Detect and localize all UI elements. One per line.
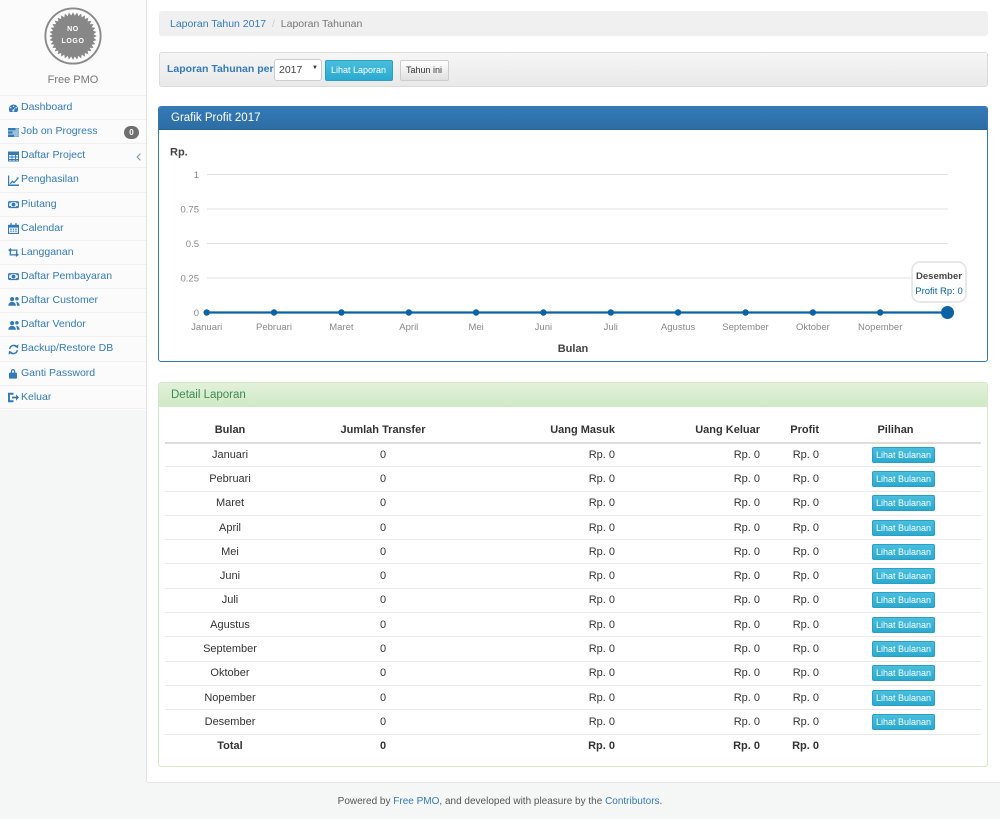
svg-text:0.25: 0.25 (181, 273, 200, 284)
svg-text:Agustus: Agustus (661, 322, 696, 333)
svg-text:Januari: Januari (191, 322, 222, 333)
svg-text:NO: NO (67, 26, 79, 33)
svg-text:September: September (722, 322, 768, 333)
svg-text:Juni: Juni (535, 322, 552, 333)
svg-text:Maret: Maret (329, 322, 354, 333)
svg-text:Rp.: Rp. (170, 147, 188, 159)
svg-text:Nopember: Nopember (858, 322, 902, 333)
svg-text:Profit Rp: 0: Profit Rp: 0 (915, 286, 963, 297)
svg-text:Bulan: Bulan (558, 343, 589, 355)
svg-text:LOGO: LOGO (61, 38, 84, 45)
svg-text:April: April (399, 322, 418, 333)
svg-text:Pebruari: Pebruari (256, 322, 292, 333)
svg-text:0: 0 (194, 308, 199, 319)
svg-text:Juli: Juli (604, 322, 618, 333)
svg-text:Oktober: Oktober (796, 322, 830, 333)
svg-text:0.75: 0.75 (181, 204, 200, 215)
svg-text:0.5: 0.5 (186, 239, 199, 250)
svg-text:Desember: Desember (916, 271, 962, 282)
svg-text:Mei: Mei (468, 322, 483, 333)
svg-text:1: 1 (194, 170, 199, 181)
